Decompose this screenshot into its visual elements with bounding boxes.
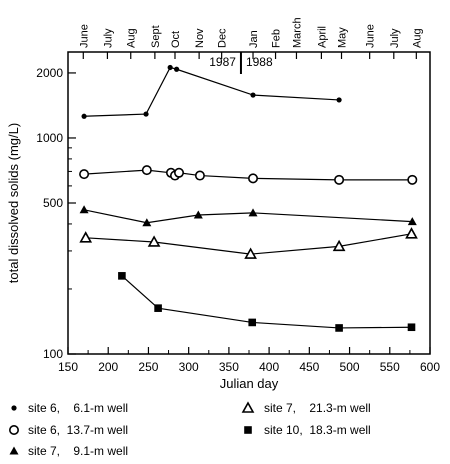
data-point: [194, 170, 205, 181]
x-tick-label: 300: [179, 360, 199, 374]
x-axis-title: Julian day: [220, 376, 279, 391]
y-tick-label: 500: [43, 196, 63, 210]
x-tick-label: 250: [138, 360, 158, 374]
month-label: Jan: [248, 30, 260, 48]
data-point: [250, 92, 256, 98]
series-line: [85, 233, 412, 255]
series-line: [83, 209, 413, 224]
x-tick-label: 500: [340, 360, 360, 374]
x-tick-label: 450: [299, 360, 319, 374]
plot-frame: [67, 51, 431, 355]
legend-item: site 6, 13.7-m well: [9, 423, 128, 437]
data-point: [248, 208, 258, 217]
y-axis: 100 500 1000 2000: [36, 66, 76, 361]
data-point: [147, 235, 161, 247]
data-point: [154, 304, 162, 312]
month-label: Aug: [126, 28, 138, 48]
legend-label: site 7, 9.1-m well: [28, 444, 128, 458]
data-point: [143, 111, 149, 117]
data-series: [79, 64, 418, 332]
data-point: [167, 64, 173, 71]
month-label: Dec: [217, 28, 229, 48]
data-point: [332, 239, 346, 252]
month-label: June: [78, 24, 90, 48]
x-tick-label: 150: [58, 360, 78, 374]
year-label-1988: 1988: [246, 55, 273, 69]
x-tick-label: 200: [98, 360, 118, 374]
y-tick-label: 1000: [36, 131, 63, 145]
month-label: Oct: [170, 31, 182, 48]
data-point: [79, 231, 93, 243]
legend: site 6, 6.1-m well site 6, 13.7-m well sit…: [9, 401, 371, 458]
month-label: July: [389, 28, 401, 48]
month-label: May: [337, 27, 349, 48]
legend-marker: [9, 424, 19, 435]
data-point: [142, 218, 152, 227]
series-line: [84, 66, 340, 117]
data-point: [248, 173, 259, 184]
series-4: [118, 272, 416, 332]
legend-label: site 6, 13.7-m well: [28, 423, 128, 437]
legend-label: site 6, 6.1-m well: [28, 401, 128, 415]
x-axis: 150 200 250 300 350 400 450 500 550 600: [58, 347, 440, 374]
legend-label: site 10, 18.3-m well: [264, 423, 371, 437]
data-point: [407, 323, 416, 332]
data-point: [407, 174, 418, 185]
month-label: April: [316, 26, 328, 48]
data-point: [193, 210, 203, 219]
data-point: [118, 272, 126, 280]
legend-marker: [11, 405, 17, 411]
legend-item: site 7, 21.3-m well: [241, 401, 371, 415]
x-tick-label: 350: [219, 360, 239, 374]
plot-border: [67, 51, 431, 355]
data-point: [405, 227, 418, 239]
x-tick-label: 550: [380, 360, 400, 374]
legend-item: site 7, 9.1-m well: [9, 444, 128, 458]
series-3: [79, 227, 418, 259]
legend-item: site 10, 18.3-m well: [244, 423, 371, 437]
y-tick-label: 2000: [36, 66, 63, 80]
data-point: [174, 167, 185, 178]
y-tick-label: 100: [43, 347, 63, 361]
data-point: [141, 165, 152, 176]
month-label: Aug: [411, 28, 423, 48]
legend-marker: [244, 426, 252, 434]
legend-label: site 7, 21.3-m well: [264, 401, 371, 415]
month-label: July: [102, 28, 114, 48]
data-point: [174, 66, 180, 72]
data-point: [336, 97, 342, 103]
legend-item: site 6, 6.1-m well: [11, 401, 128, 415]
series-0: [81, 64, 342, 119]
data-point: [407, 217, 417, 226]
series-1: [79, 165, 418, 185]
series-2: [79, 205, 417, 227]
x-tick-label: 400: [259, 360, 279, 374]
legend-marker: [9, 446, 19, 455]
year-label-1987: 1987: [209, 55, 236, 69]
data-point: [335, 324, 343, 332]
data-point: [81, 113, 87, 119]
data-point: [79, 205, 89, 214]
month-label: Feb: [271, 29, 283, 48]
month-label: Nov: [194, 28, 206, 48]
month-label: March: [291, 17, 303, 48]
month-label: June: [365, 24, 377, 48]
data-point: [244, 247, 257, 259]
series-line: [121, 275, 412, 329]
data-point: [248, 318, 257, 327]
legend-marker: [241, 401, 255, 413]
y-axis-title: total dissolved solids (mg/L): [6, 123, 21, 283]
x-tick-label: 600: [420, 360, 440, 374]
month-axis: June July Aug Sept Oct Nov Dec Jan Feb March April…: [78, 17, 423, 74]
data-point: [79, 169, 90, 180]
month-label: Sept: [150, 25, 162, 48]
data-point: [334, 174, 345, 185]
